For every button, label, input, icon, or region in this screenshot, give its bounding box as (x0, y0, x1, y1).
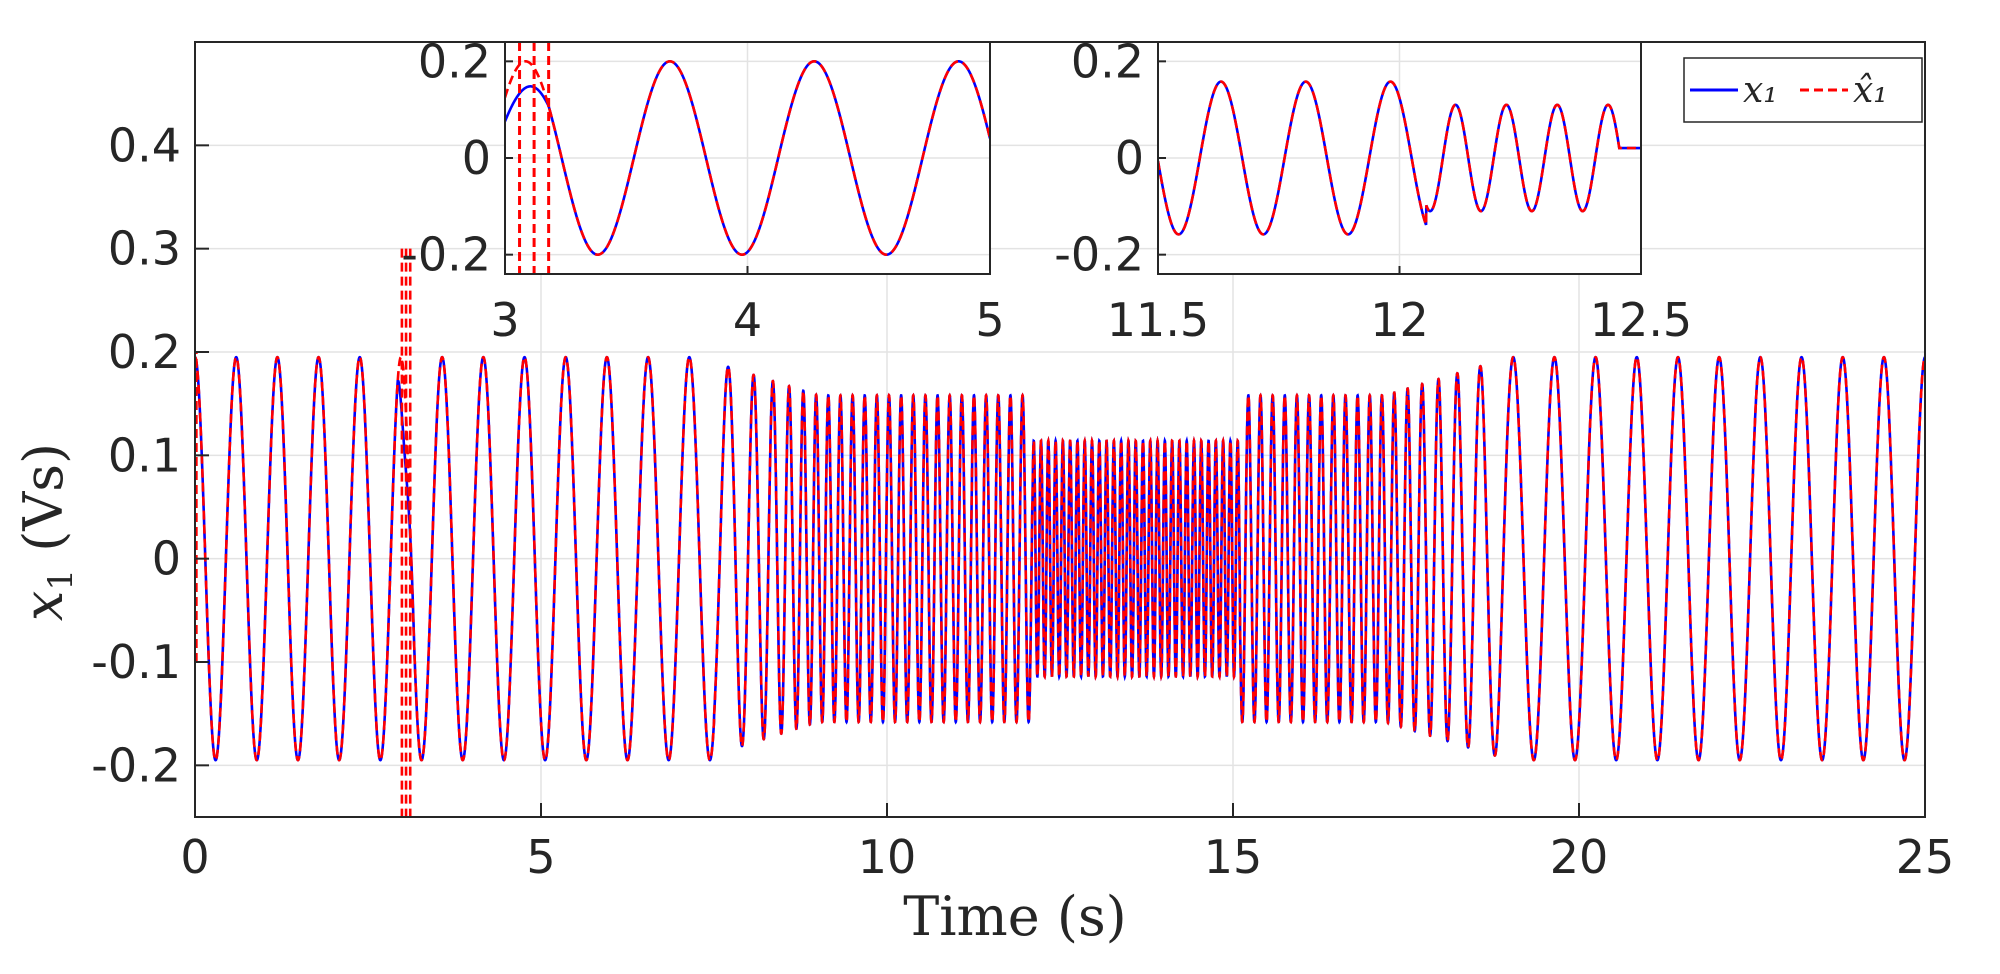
legend: x₁ x̂₁ (1683, 57, 1923, 123)
series-line-x1-hat (195, 355, 1925, 762)
y-tick-label: -0.2 (401, 228, 491, 282)
inset-left-line-x1-hat (505, 60, 990, 256)
x-tick-label: 12.5 (1590, 293, 1692, 347)
inset-left-axes: 3 4 5 -0.2 0 0.2 (401, 34, 1004, 347)
x-tick-label: 11.5 (1107, 293, 1209, 347)
y-axis-label-subscript: 1 (41, 569, 81, 591)
x-tick-label: 4 (733, 293, 762, 347)
x-tick-label: 10 (858, 830, 917, 884)
y-tick-label: -0.1 (91, 635, 181, 689)
y-tick-label: 0.2 (108, 325, 181, 379)
y-tick-label: 0.2 (418, 34, 491, 88)
x-tick-label: 5 (975, 293, 1004, 347)
y-axis-label-unit: (Vs) (12, 443, 75, 552)
y-tick-label: 0.4 (108, 118, 181, 172)
x-tick-label: 5 (526, 830, 555, 884)
y-tick-label: 0 (1115, 131, 1144, 185)
x-tick-label: 0 (180, 830, 209, 884)
x-axis-label: Time (s) (903, 885, 1126, 948)
main-tick-labels: 0 5 10 15 20 25 -0.2 -0.1 0 0.1 0.2 0.3 0.4 (91, 118, 1954, 884)
x-tick-label: 15 (1204, 830, 1263, 884)
inset-right-tick-labels: 11.5 12 12.5 -0.2 0 0.2 (1054, 34, 1692, 347)
inset-left-tick-labels: 3 4 5 -0.2 0 0.2 (401, 34, 1004, 347)
inset-right-lines (1158, 80, 1641, 236)
inset-left-lines (505, 42, 990, 274)
y-tick-label: 0 (462, 131, 491, 185)
y-tick-label: 0.3 (108, 222, 181, 276)
main-plot-area (195, 42, 1925, 817)
y-axis-label-space (12, 552, 75, 569)
main-plot-axes: 0 5 10 15 20 25 -0.2 -0.1 0 0.1 0.2 0.3 0.4 (91, 41, 1954, 884)
main-plot-lines (195, 248, 1925, 817)
inset-right-axes: 11.5 12 12.5 -0.2 0 0.2 (1054, 34, 1692, 347)
y-axis-label-variable: x (12, 591, 75, 621)
x-tick-label: 20 (1550, 830, 1609, 884)
y-tick-label: -0.2 (1054, 228, 1144, 282)
inset-right-line-x1-hat (1158, 80, 1641, 236)
y-tick-label: 0.2 (1071, 34, 1144, 88)
y-tick-label: 0.1 (108, 428, 181, 482)
legend-label-x1-hat: x̂₁ (1853, 70, 1888, 111)
y-tick-label: -0.2 (91, 738, 181, 792)
x-tick-label: 3 (490, 293, 519, 347)
x-tick-label: 25 (1896, 830, 1955, 884)
y-tick-label: 0 (152, 532, 181, 586)
main-plot-frame (194, 41, 1926, 818)
x-tick-label: 12 (1370, 293, 1429, 347)
legend-label-x1: x₁ (1743, 70, 1778, 111)
y-axis-label: x1 (Vs) (12, 443, 81, 621)
